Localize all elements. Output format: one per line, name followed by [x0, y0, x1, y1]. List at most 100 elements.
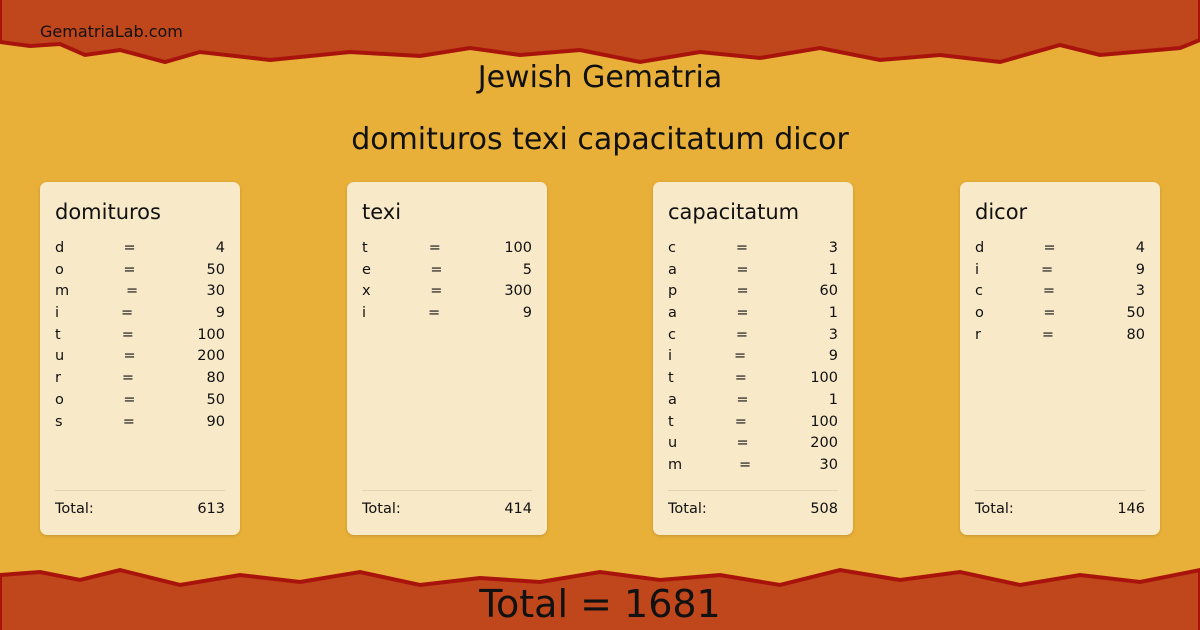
letter-value: 200	[197, 348, 225, 365]
total-label: Total:	[975, 501, 1014, 517]
word-total: 146	[1117, 501, 1145, 517]
word-total-row: Total: 613	[55, 490, 225, 517]
letter: t	[668, 370, 674, 387]
equals: =	[123, 348, 136, 365]
letter-value: 100	[810, 413, 838, 430]
word-title: capacitatum	[668, 200, 800, 224]
letter-value: 3	[1135, 283, 1145, 300]
letter: m	[668, 456, 683, 473]
total-label: Total:	[55, 501, 94, 517]
equals: =	[1043, 305, 1056, 322]
page-title: Jewish Gematria	[477, 60, 723, 95]
letter: t	[55, 326, 61, 343]
letter-value: 60	[819, 283, 838, 300]
letter-row: c = 3	[668, 238, 838, 260]
letter-row: o = 50	[55, 260, 225, 282]
letter-value: 9	[522, 305, 532, 322]
grand-total: Total = 1681	[479, 582, 721, 626]
equals: =	[734, 413, 747, 430]
letter-value: 100	[504, 240, 532, 256]
letter: e	[362, 261, 371, 278]
letter-row: p = 60	[668, 281, 838, 303]
word-title: texi	[362, 200, 402, 224]
letter: x	[362, 283, 371, 300]
letter-row: t = 100	[55, 325, 225, 347]
word-title: dicor	[975, 200, 1028, 224]
letter-value: 80	[1126, 326, 1145, 343]
letter-row: i = 9	[975, 260, 1145, 282]
bottom-band	[0, 567, 1200, 630]
letter-value: 9	[1135, 261, 1145, 278]
letter-row: r = 80	[975, 325, 1145, 347]
word-card: capacitatum c = 3 a = 1 p = 60 a = 1 c = 3 i = 9 t = 100 a = 1 t =…	[653, 182, 853, 535]
letter-row: t = 100	[668, 412, 838, 434]
word-total-row: Total: 414	[362, 490, 532, 517]
letter: u	[55, 348, 65, 365]
letter: i	[362, 305, 367, 322]
letter-row: c = 3	[975, 281, 1145, 303]
equals: =	[734, 370, 747, 387]
equals: =	[736, 435, 749, 452]
letter: t	[362, 240, 368, 256]
letter-value: 200	[810, 435, 838, 452]
equals: =	[430, 261, 443, 278]
letter-value: 50	[206, 391, 225, 408]
letter-row: d = 4	[55, 238, 225, 260]
equals: =	[123, 391, 136, 408]
word-total: 613	[197, 501, 225, 517]
letter-value: 100	[197, 326, 225, 343]
phrase: domituros texi capacitatum dicor	[351, 122, 849, 157]
equals: =	[736, 261, 749, 278]
equals: =	[125, 283, 139, 300]
letter-row: o = 50	[975, 303, 1145, 325]
equals: =	[121, 370, 135, 387]
equals: =	[121, 326, 134, 343]
letter-value: 9	[215, 305, 225, 322]
equals: =	[428, 240, 441, 256]
letter: u	[668, 435, 678, 452]
letter-value: 80	[206, 370, 225, 387]
letter-value: 4	[1135, 240, 1145, 256]
equals: =	[736, 391, 749, 408]
word-total-row: Total: 146	[975, 490, 1145, 517]
word-card: domituros d = 4 o = 50 m = 30 i = 9 t = 100 u = 200 r = 80 o = 5…	[40, 182, 240, 535]
word-total: 508	[810, 501, 838, 517]
top-band	[0, 0, 1200, 65]
equals: =	[123, 261, 136, 278]
equals: =	[1041, 326, 1055, 343]
equals: =	[733, 348, 747, 365]
letter-value: 4	[215, 240, 225, 256]
letter-row: d = 4	[975, 238, 1145, 260]
letter: i	[668, 348, 673, 365]
letter: a	[668, 391, 677, 408]
word-card: texi t = 100 e = 5 x = 300 i = 9 Total: 414	[347, 182, 547, 535]
letter-row: t = 100	[668, 368, 838, 390]
letter: o	[975, 305, 984, 322]
equals: =	[735, 240, 749, 256]
equals: =	[1043, 240, 1056, 256]
equals: =	[123, 240, 136, 256]
letter: p	[668, 283, 678, 300]
letter-row: i = 9	[55, 303, 225, 325]
letter-value: 50	[1126, 305, 1145, 322]
letter-row: a = 1	[668, 303, 838, 325]
letter: a	[668, 305, 677, 322]
letter: c	[975, 283, 983, 300]
letter-row: m = 30	[55, 281, 225, 303]
letter-row: e = 5	[362, 260, 532, 282]
letter-value: 9	[828, 348, 838, 365]
letter-value: 100	[810, 370, 838, 387]
site-name[interactable]: GematriaLab.com	[40, 22, 183, 41]
word-total-row: Total: 508	[668, 490, 838, 517]
letter-row: o = 50	[55, 390, 225, 412]
letter-value: 1	[828, 391, 838, 408]
equals: =	[430, 283, 443, 300]
letter-value: 3	[828, 240, 838, 256]
letter-value: 5	[522, 261, 532, 278]
equals: =	[122, 413, 135, 430]
letter-value: 1	[828, 261, 838, 278]
letter-row: i = 9	[668, 346, 838, 368]
equals: =	[735, 326, 749, 343]
letter-row: c = 3	[668, 325, 838, 347]
